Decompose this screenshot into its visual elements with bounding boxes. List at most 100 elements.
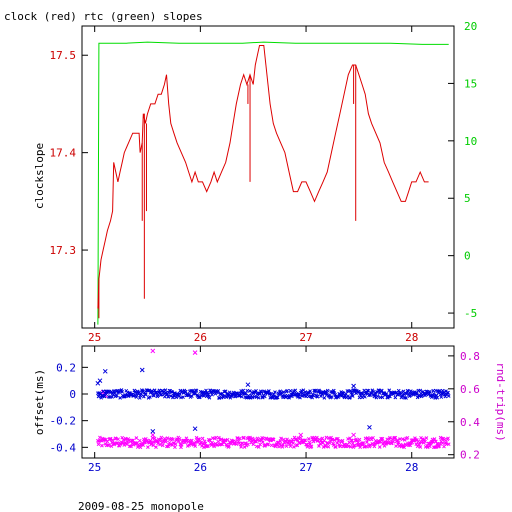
offset-point	[114, 393, 119, 398]
rndtrip-point	[179, 445, 183, 450]
offset-point	[281, 390, 286, 394]
offset-point	[202, 393, 206, 398]
rndtrip-point	[281, 442, 285, 447]
bottom-y-tick-label: 0	[69, 388, 76, 401]
rndtrip-point	[283, 439, 288, 444]
top-x-tick-label: 25	[88, 331, 101, 344]
rndtrip-point	[160, 443, 165, 448]
rndtrip-point	[242, 435, 246, 440]
rndtrip-point-outlier	[351, 432, 356, 438]
offset-point	[293, 388, 298, 393]
rndtrip-point	[309, 444, 314, 449]
rndtrip-point	[129, 444, 133, 449]
offset-point	[110, 395, 114, 399]
top-y2-tick-label: -5	[464, 307, 477, 320]
rndtrip-point	[217, 435, 221, 440]
offset-point	[340, 393, 344, 398]
top-y2-tick-label: 20	[464, 20, 477, 33]
rndtrip-point	[303, 438, 308, 443]
offset-point	[285, 388, 289, 393]
rndtrip-point	[306, 437, 311, 441]
rndtrip-point	[256, 445, 261, 449]
rndtrip-point	[260, 440, 265, 444]
rndtrip-point	[177, 436, 182, 441]
rndtrip-point	[151, 443, 156, 448]
rndtrip-point	[291, 441, 296, 445]
rndtrip-point	[239, 445, 244, 449]
top-y-tick-label: 17.3	[50, 244, 77, 257]
rndtrip-point	[108, 437, 113, 441]
rndtrip-point	[288, 444, 293, 448]
rndtrip-point	[212, 444, 216, 449]
rndtrip-point	[361, 441, 366, 445]
top-y-tick-label: 17.4	[50, 147, 77, 160]
rndtrip-point	[266, 442, 271, 446]
rndtrip-point	[279, 436, 283, 441]
rndtrip-point	[258, 442, 262, 447]
offset-point	[322, 395, 327, 400]
rndtrip-point	[322, 438, 327, 443]
top-x-tick-label: 28	[405, 331, 418, 344]
rndtrip-point	[446, 442, 451, 447]
rndtrip-point	[405, 435, 410, 440]
rndtrip-point	[177, 439, 181, 444]
top-plot-frame	[81, 25, 455, 329]
rndtrip-point	[246, 442, 250, 447]
offset-point	[245, 388, 250, 393]
rndtrip-point	[324, 435, 329, 440]
rndtrip-point	[365, 440, 369, 444]
bottom-y2-axis-label: rnd-trip(ms)	[494, 362, 507, 441]
offset-point	[177, 394, 181, 399]
rndtrip-point	[200, 444, 204, 448]
rndtrip-point	[193, 444, 198, 448]
rndtrip-point	[200, 436, 205, 441]
chart-title: clock (red) rtc (green) slopes	[4, 10, 203, 23]
top-y2-tick-label: 10	[464, 135, 477, 148]
footer-label: 2009-08-25 monopole	[78, 500, 204, 512]
rndtrip-point	[146, 445, 150, 449]
offset-point	[244, 391, 248, 396]
bottom-y-tick-label: 0.2	[56, 361, 76, 374]
offset-point	[241, 388, 246, 393]
rndtrip-point	[350, 438, 354, 443]
rndtrip-point	[431, 440, 436, 444]
rndtrip-point	[137, 438, 142, 443]
offset-point	[148, 395, 152, 399]
offset-point	[439, 395, 444, 399]
rndtrip-point	[446, 436, 450, 441]
rndtrip-point	[427, 444, 432, 449]
rndtrip-point	[332, 438, 337, 442]
clock-slope-line	[97, 45, 429, 309]
rndtrip-point	[278, 439, 283, 443]
rndtrip-point	[294, 437, 298, 442]
offset-point	[356, 389, 361, 394]
rndtrip-point	[98, 435, 102, 440]
rndtrip-point	[438, 442, 442, 446]
rndtrip-point	[284, 444, 289, 449]
offset-point-outlier	[367, 424, 372, 430]
rndtrip-point	[164, 438, 168, 443]
offset-point	[157, 388, 162, 393]
top-x-tick-label: 27	[299, 331, 312, 344]
rndtrip-point	[156, 441, 160, 446]
offset-point	[262, 389, 267, 394]
offset-point	[275, 395, 280, 400]
rndtrip-point	[179, 442, 184, 447]
rndtrip-point	[333, 445, 338, 449]
rndtrip-point-outlier	[150, 432, 156, 438]
offset-point	[183, 389, 188, 394]
offset-point	[273, 390, 277, 395]
offset-point	[137, 396, 142, 400]
top-y-tick-label: 17.5	[50, 49, 77, 62]
rndtrip-point	[292, 445, 296, 449]
rndtrip-point	[202, 445, 206, 450]
rndtrip-point	[141, 443, 146, 447]
offset-point	[102, 394, 107, 399]
rndtrip-point	[400, 437, 405, 441]
offset-point-outlier	[102, 368, 108, 374]
offset-point	[267, 389, 271, 393]
rndtrip-point	[116, 437, 120, 442]
rndtrip-point	[391, 439, 396, 444]
top-y2-tick-label: 0	[464, 250, 471, 263]
bottom-y2-tick-label: 0.2	[460, 449, 480, 462]
